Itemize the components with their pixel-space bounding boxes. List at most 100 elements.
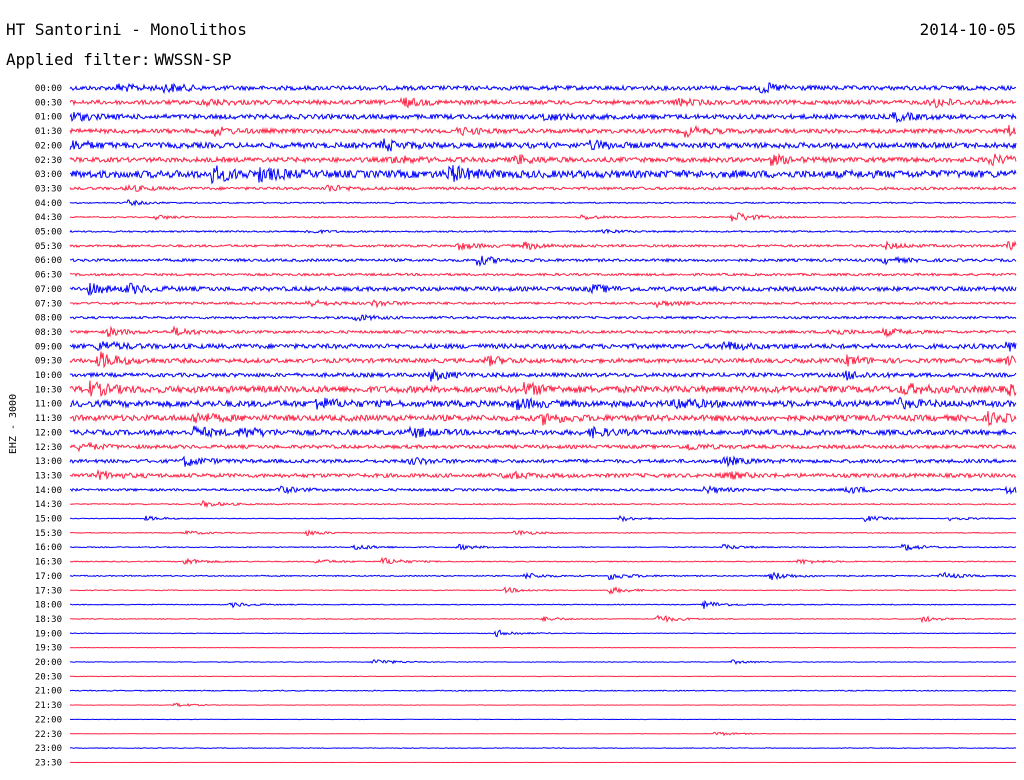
row-time-label: 12:30 bbox=[35, 443, 62, 453]
row-time-label: 23:00 bbox=[35, 744, 62, 754]
row-time-label: 02:30 bbox=[35, 156, 62, 166]
trace-row bbox=[69, 543, 1017, 551]
trace-row bbox=[69, 702, 1016, 708]
trace-row bbox=[70, 731, 1017, 737]
row-time-label: 09:30 bbox=[35, 357, 62, 367]
row-time-label: 16:30 bbox=[35, 558, 62, 568]
trace-row bbox=[69, 164, 1017, 185]
row-time-label: 01:30 bbox=[35, 127, 62, 137]
trace-row bbox=[69, 468, 1017, 480]
row-time-label: 14:30 bbox=[35, 500, 62, 510]
trace-row bbox=[69, 340, 1017, 352]
row-time-label: 02:00 bbox=[35, 141, 62, 151]
row-time-label: 18:30 bbox=[35, 615, 62, 625]
row-time-label: 10:30 bbox=[35, 385, 62, 395]
row-time-label: 18:00 bbox=[35, 601, 62, 611]
trace-row bbox=[69, 675, 1017, 678]
trace-row bbox=[69, 255, 1017, 267]
trace-row bbox=[69, 152, 1017, 167]
row-time-label: 12:00 bbox=[35, 428, 62, 438]
trace-row bbox=[69, 529, 1016, 537]
trace-row bbox=[69, 325, 1016, 339]
row-time-label: 11:00 bbox=[35, 400, 62, 410]
row-time-label: 07:30 bbox=[35, 299, 62, 309]
row-time-label: 17:30 bbox=[35, 586, 62, 596]
trace-row bbox=[69, 629, 1017, 638]
trace-row bbox=[69, 282, 1017, 297]
trace-row bbox=[70, 499, 1017, 509]
row-time-label: 16:00 bbox=[35, 543, 62, 553]
row-time-label: 06:00 bbox=[35, 256, 62, 266]
row-time-label: 09:00 bbox=[35, 342, 62, 352]
trace-row bbox=[69, 228, 1017, 235]
row-time-label: 03:00 bbox=[35, 170, 62, 180]
row-time-label: 19:30 bbox=[35, 644, 62, 654]
row-time-label: 13:00 bbox=[35, 457, 62, 467]
trace-row bbox=[69, 240, 1017, 251]
trace-row bbox=[69, 747, 1017, 749]
row-time-label: 05:00 bbox=[35, 228, 62, 238]
trace-row bbox=[69, 614, 1017, 624]
trace-row bbox=[69, 138, 1017, 152]
row-time-label: 00:00 bbox=[35, 84, 62, 94]
trace-row bbox=[69, 556, 1017, 566]
row-time-label: 15:00 bbox=[35, 515, 62, 525]
trace-row bbox=[69, 484, 1017, 495]
row-time-label: 00:30 bbox=[35, 98, 62, 108]
trace-row bbox=[69, 96, 1017, 109]
row-time-label: 08:30 bbox=[35, 328, 62, 338]
filter-line: Applied filter: WWSSN-SP bbox=[6, 50, 232, 69]
row-time-label: 19:00 bbox=[35, 629, 62, 639]
y-axis-label: EHZ - 3000 bbox=[8, 394, 19, 454]
trace-row bbox=[69, 658, 1016, 665]
row-time-label: 20:30 bbox=[35, 672, 62, 682]
trace-row bbox=[69, 183, 1017, 193]
trace-row bbox=[69, 82, 1017, 95]
trace-row bbox=[69, 411, 1017, 427]
row-time-label: 10:00 bbox=[35, 371, 62, 381]
row-time-label: 22:00 bbox=[35, 715, 62, 725]
row-time-label: 04:00 bbox=[35, 199, 62, 209]
row-time-label: 11:30 bbox=[35, 414, 62, 424]
trace-row bbox=[69, 571, 1017, 581]
trace-row bbox=[70, 515, 1017, 523]
trace-row bbox=[69, 455, 1017, 468]
row-time-label: 22:30 bbox=[35, 730, 62, 740]
filter-label: Applied filter: bbox=[6, 50, 151, 69]
trace-row bbox=[69, 124, 1017, 139]
trace-row bbox=[69, 396, 1017, 410]
row-time-label: 04:30 bbox=[35, 213, 62, 223]
row-time-label: 21:00 bbox=[35, 687, 62, 697]
row-time-label: 20:00 bbox=[35, 658, 62, 668]
row-time-label: 08:00 bbox=[35, 314, 62, 324]
filter-value: WWSSN-SP bbox=[154, 50, 232, 69]
row-time-label: 01:00 bbox=[35, 113, 62, 123]
trace-row bbox=[69, 368, 1017, 382]
trace-row bbox=[69, 272, 1017, 277]
row-time-label: 15:30 bbox=[35, 529, 62, 539]
trace-row bbox=[69, 689, 1017, 692]
row-time-label: 23:30 bbox=[35, 758, 62, 768]
trace-row bbox=[69, 111, 1017, 124]
station-title: HT Santorini - Monolithos bbox=[6, 20, 247, 39]
trace-row bbox=[69, 441, 1016, 453]
trace-row bbox=[69, 351, 1017, 369]
trace-row bbox=[69, 425, 1017, 439]
trace-row bbox=[69, 212, 1017, 222]
row-time-label: 03:30 bbox=[35, 184, 62, 194]
trace-row bbox=[69, 314, 1017, 322]
record-date: 2014-10-05 bbox=[919, 20, 1016, 39]
trace-row bbox=[69, 199, 1017, 207]
row-time-label: 07:00 bbox=[35, 285, 62, 295]
trace-row bbox=[69, 299, 1017, 309]
trace-row bbox=[69, 380, 1017, 397]
row-time-label: 06:30 bbox=[35, 271, 62, 281]
row-time-label: 14:00 bbox=[35, 486, 62, 496]
row-time-label: 13:30 bbox=[35, 471, 62, 481]
row-time-label: 21:30 bbox=[35, 701, 62, 711]
row-time-label: 05:30 bbox=[35, 242, 62, 252]
trace-row bbox=[70, 599, 1017, 609]
trace-row bbox=[69, 585, 1017, 595]
row-time-label: 17:00 bbox=[35, 572, 62, 582]
